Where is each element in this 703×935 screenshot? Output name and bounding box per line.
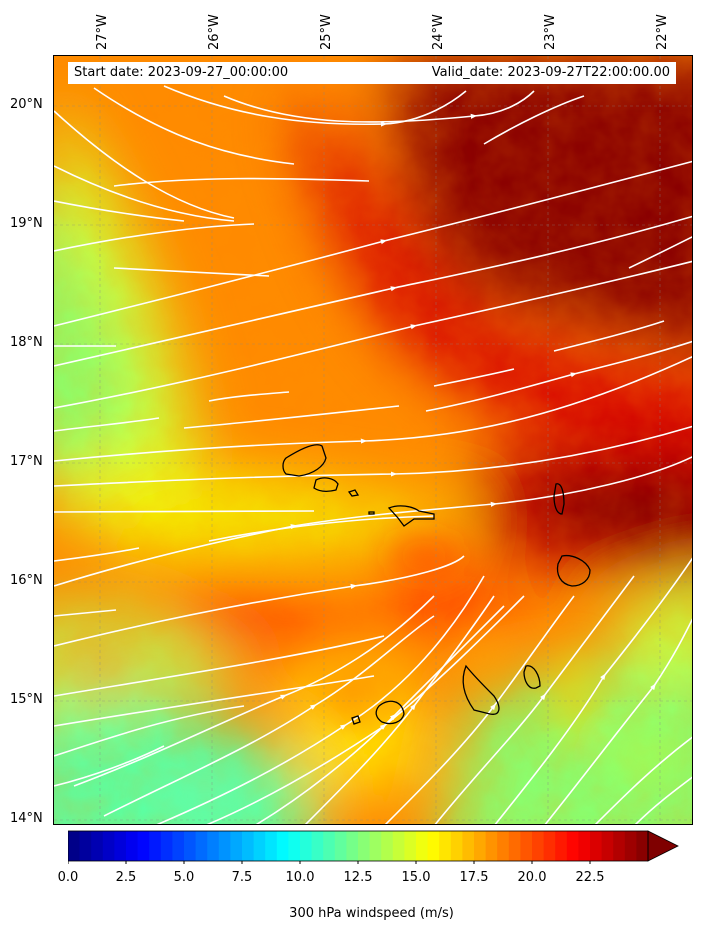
colorbar-tick-label: 12.5 bbox=[343, 870, 373, 885]
colorbar-label: 300 hPa windspeed (m/s) bbox=[289, 906, 454, 921]
colorbar-bin bbox=[207, 831, 220, 861]
colorbar-tick-label: 22.5 bbox=[575, 870, 605, 885]
island-santa-luzia bbox=[347, 489, 360, 497]
colorbar-tick-label: 2.5 bbox=[115, 870, 137, 885]
colorbar-bin bbox=[543, 831, 556, 861]
streamlines bbox=[54, 85, 692, 824]
colorbar-bin bbox=[288, 831, 301, 861]
lat-label-20n: 20°N bbox=[10, 97, 43, 112]
colorbar-bin bbox=[79, 831, 92, 861]
island-maio bbox=[523, 665, 541, 689]
colorbar-bin bbox=[126, 831, 139, 861]
colorbar-tick-label: 17.5 bbox=[459, 870, 489, 885]
colorbar-tick-label: 0.0 bbox=[57, 870, 79, 885]
colorbar-bin bbox=[253, 831, 266, 861]
island-fogo bbox=[375, 700, 405, 725]
title-box: Start date: 2023-09-27_00:00:00 Valid_da… bbox=[68, 62, 676, 84]
lon-label-23w: 23°W bbox=[543, 14, 558, 50]
island-boa-vista bbox=[556, 554, 591, 587]
colorbar-bin bbox=[578, 831, 591, 861]
island-brava bbox=[351, 715, 361, 725]
colorbar-bin bbox=[520, 831, 533, 861]
colorbar-bin bbox=[242, 831, 255, 861]
colorbar-extend-arrow bbox=[647, 830, 679, 862]
lon-label-26w: 26°W bbox=[207, 14, 222, 50]
wind-speed-field bbox=[54, 56, 692, 824]
colorbar-bin bbox=[474, 831, 487, 861]
colorbar-bin bbox=[485, 831, 498, 861]
lat-label-18n: 18°N bbox=[10, 335, 43, 350]
colorbar-bin bbox=[218, 831, 231, 861]
lat-label-16n: 16°N bbox=[10, 573, 43, 588]
colorbar-bin bbox=[172, 831, 185, 861]
colorbar-bin bbox=[137, 831, 150, 861]
colorbar bbox=[68, 830, 679, 864]
colorbar-tick-label: 10.0 bbox=[285, 870, 315, 885]
colorbar-bin bbox=[276, 831, 289, 861]
colorbar-bin bbox=[369, 831, 382, 861]
colorbar-tick-label: 20.0 bbox=[517, 870, 547, 885]
colorbar-tick-label: 5.0 bbox=[173, 870, 195, 885]
lon-label-24w: 24°W bbox=[431, 14, 446, 50]
lat-label-14n: 14°N bbox=[10, 811, 43, 826]
lon-label-25w: 25°W bbox=[319, 14, 334, 50]
colorbar-tick-label: 15.0 bbox=[401, 870, 431, 885]
valid-date-label: Valid_date: 2023-09-27T22:00:00.00 bbox=[431, 65, 670, 80]
colorbar-bin bbox=[68, 831, 81, 861]
lat-label-15n: 15°N bbox=[10, 692, 43, 707]
colorbar-bin bbox=[160, 831, 173, 861]
colorbar-bin bbox=[102, 831, 115, 861]
colorbar-bin bbox=[265, 831, 278, 861]
colorbar-bin bbox=[624, 831, 637, 861]
colorbar-bin bbox=[91, 831, 104, 861]
island-sao-vicente bbox=[313, 477, 339, 492]
island-sal bbox=[553, 483, 565, 515]
lon-label-22w: 22°W bbox=[655, 14, 670, 50]
wind-map bbox=[53, 55, 693, 825]
graticule bbox=[54, 56, 692, 824]
colorbar-bin bbox=[334, 831, 347, 861]
colorbar-tick-label: 7.5 bbox=[231, 870, 253, 885]
start-date-label: Start date: 2023-09-27_00:00:00 bbox=[74, 65, 289, 80]
island-sao-nicolau-islet bbox=[368, 511, 375, 515]
colorbar-bin bbox=[427, 831, 440, 861]
colorbar-bin bbox=[184, 831, 197, 861]
colorbar-bin bbox=[114, 831, 127, 861]
colorbar-bin bbox=[601, 831, 614, 861]
colorbar-bin bbox=[230, 831, 243, 861]
colorbar-bin bbox=[346, 831, 359, 861]
island-sao-nicolau bbox=[387, 505, 435, 527]
colorbar-bin bbox=[300, 831, 313, 861]
colorbar-bin bbox=[555, 831, 568, 861]
colorbar-bin bbox=[508, 831, 521, 861]
islands bbox=[282, 444, 591, 725]
colorbar-bin bbox=[149, 831, 162, 861]
colorbar-bin bbox=[323, 831, 336, 861]
colorbar-bin bbox=[392, 831, 405, 861]
colorbar-bin bbox=[636, 831, 649, 861]
colorbar-bin bbox=[439, 831, 452, 861]
island-santo-antao bbox=[282, 444, 327, 477]
field-highlights bbox=[144, 538, 684, 824]
colorbar-bin bbox=[532, 831, 545, 861]
colorbar-bin bbox=[416, 831, 429, 861]
colorbar-bin bbox=[613, 831, 626, 861]
colorbar-bin bbox=[450, 831, 463, 861]
colorbar-bin bbox=[404, 831, 417, 861]
colorbar-bin bbox=[590, 831, 603, 861]
colorbar-bin bbox=[462, 831, 475, 861]
colorbar-bin bbox=[358, 831, 371, 861]
colorbar-bin bbox=[381, 831, 394, 861]
island-santiago bbox=[462, 664, 500, 715]
lat-label-19n: 19°N bbox=[10, 216, 43, 231]
lon-label-27w: 27°W bbox=[95, 14, 110, 50]
colorbar-bin bbox=[195, 831, 208, 861]
colorbar-bin bbox=[311, 831, 324, 861]
lat-label-17n: 17°N bbox=[10, 454, 43, 469]
colorbar-bin bbox=[566, 831, 579, 861]
colorbar-bin bbox=[497, 831, 510, 861]
